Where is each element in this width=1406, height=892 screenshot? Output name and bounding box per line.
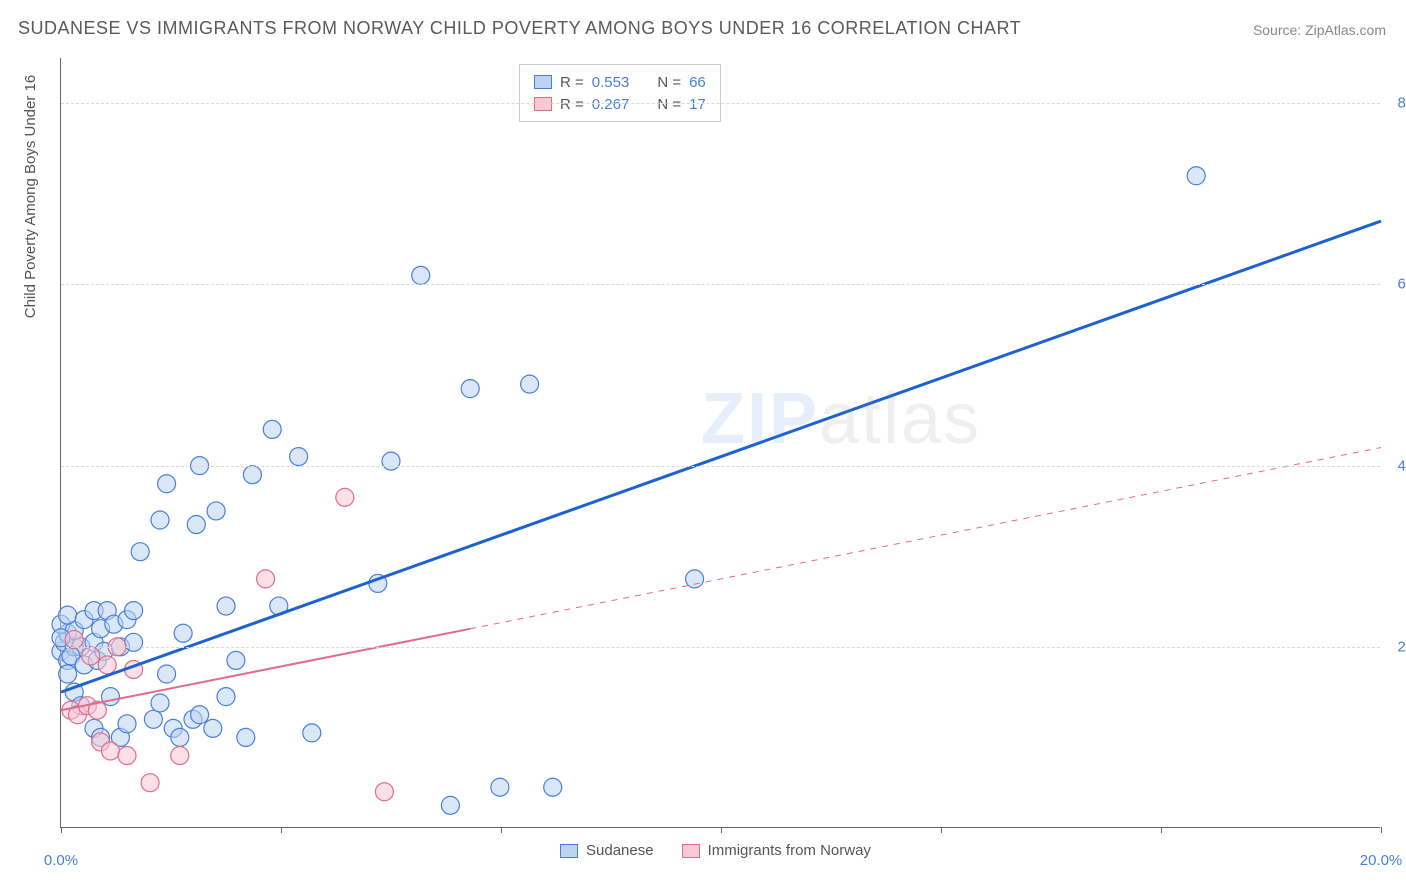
x-tick (61, 827, 62, 833)
legend-row: R = 0.553 N = 66 (534, 71, 706, 93)
legend-series: Sudanese Immigrants from Norway (560, 842, 871, 859)
scatter-point (158, 665, 176, 683)
scatter-point (544, 778, 562, 796)
scatter-point (174, 624, 192, 642)
scatter-point (125, 602, 143, 620)
scatter-point (441, 796, 459, 814)
y-tick-label: 40.0% (1385, 457, 1406, 474)
scatter-point (382, 452, 400, 470)
y-tick-label: 80.0% (1385, 95, 1406, 112)
scatter-point (131, 543, 149, 561)
chart-svg (61, 58, 1380, 827)
trend-line-dashed (470, 448, 1381, 629)
scatter-point (237, 728, 255, 746)
x-tick (941, 827, 942, 833)
scatter-point (171, 728, 189, 746)
gridline (61, 103, 1380, 104)
scatter-point (158, 475, 176, 493)
scatter-point (125, 633, 143, 651)
swatch-icon (560, 844, 578, 858)
x-tick-label: 0.0% (44, 852, 78, 869)
plot-area: ZIPatlas R = 0.553 N = 66 R = 0.267 N = … (60, 58, 1380, 828)
x-tick-label: 20.0% (1360, 852, 1403, 869)
scatter-point (82, 647, 100, 665)
x-tick (721, 827, 722, 833)
scatter-point (686, 570, 704, 588)
legend-r-label: R = (560, 74, 584, 91)
scatter-point (375, 783, 393, 801)
scatter-point (171, 747, 189, 765)
scatter-point (263, 420, 281, 438)
x-tick (281, 827, 282, 833)
scatter-point (102, 742, 120, 760)
swatch-icon (534, 75, 552, 89)
scatter-point (257, 570, 275, 588)
x-tick (501, 827, 502, 833)
scatter-point (217, 597, 235, 615)
source-label: Source: ZipAtlas.com (1253, 22, 1386, 38)
scatter-point (290, 448, 308, 466)
x-tick (1381, 827, 1382, 833)
scatter-point (491, 778, 509, 796)
scatter-point (1187, 167, 1205, 185)
scatter-point (59, 665, 77, 683)
legend-label: Immigrants from Norway (708, 842, 871, 859)
scatter-point (412, 266, 430, 284)
scatter-point (336, 488, 354, 506)
scatter-point (144, 710, 162, 728)
scatter-point (521, 375, 539, 393)
scatter-point (461, 380, 479, 398)
legend-item: Sudanese (560, 842, 654, 859)
scatter-point (98, 656, 116, 674)
y-tick-label: 20.0% (1385, 638, 1406, 655)
scatter-point (207, 502, 225, 520)
y-tick-label: 60.0% (1385, 276, 1406, 293)
scatter-point (187, 516, 205, 534)
legend-correlation: R = 0.553 N = 66 R = 0.267 N = 17 (519, 64, 721, 122)
scatter-point (118, 715, 136, 733)
gridline (61, 466, 1380, 467)
scatter-point (191, 706, 209, 724)
gridline (61, 647, 1380, 648)
chart-title: SUDANESE VS IMMIGRANTS FROM NORWAY CHILD… (18, 18, 1021, 39)
scatter-point (102, 688, 120, 706)
scatter-point (118, 747, 136, 765)
x-tick (1161, 827, 1162, 833)
gridline (61, 284, 1380, 285)
scatter-point (59, 606, 77, 624)
legend-r-value: 0.553 (592, 74, 630, 91)
swatch-icon (682, 844, 700, 858)
scatter-point (217, 688, 235, 706)
trend-line (61, 221, 1381, 692)
legend-n-value: 66 (689, 74, 706, 91)
scatter-point (303, 724, 321, 742)
scatter-point (204, 719, 222, 737)
legend-n-label: N = (657, 74, 681, 91)
legend-label: Sudanese (586, 842, 654, 859)
legend-item: Immigrants from Norway (682, 842, 871, 859)
scatter-point (141, 774, 159, 792)
scatter-point (151, 694, 169, 712)
scatter-point (151, 511, 169, 529)
scatter-point (243, 466, 261, 484)
y-axis-title: Child Poverty Among Boys Under 16 (22, 75, 39, 318)
scatter-point (227, 651, 245, 669)
